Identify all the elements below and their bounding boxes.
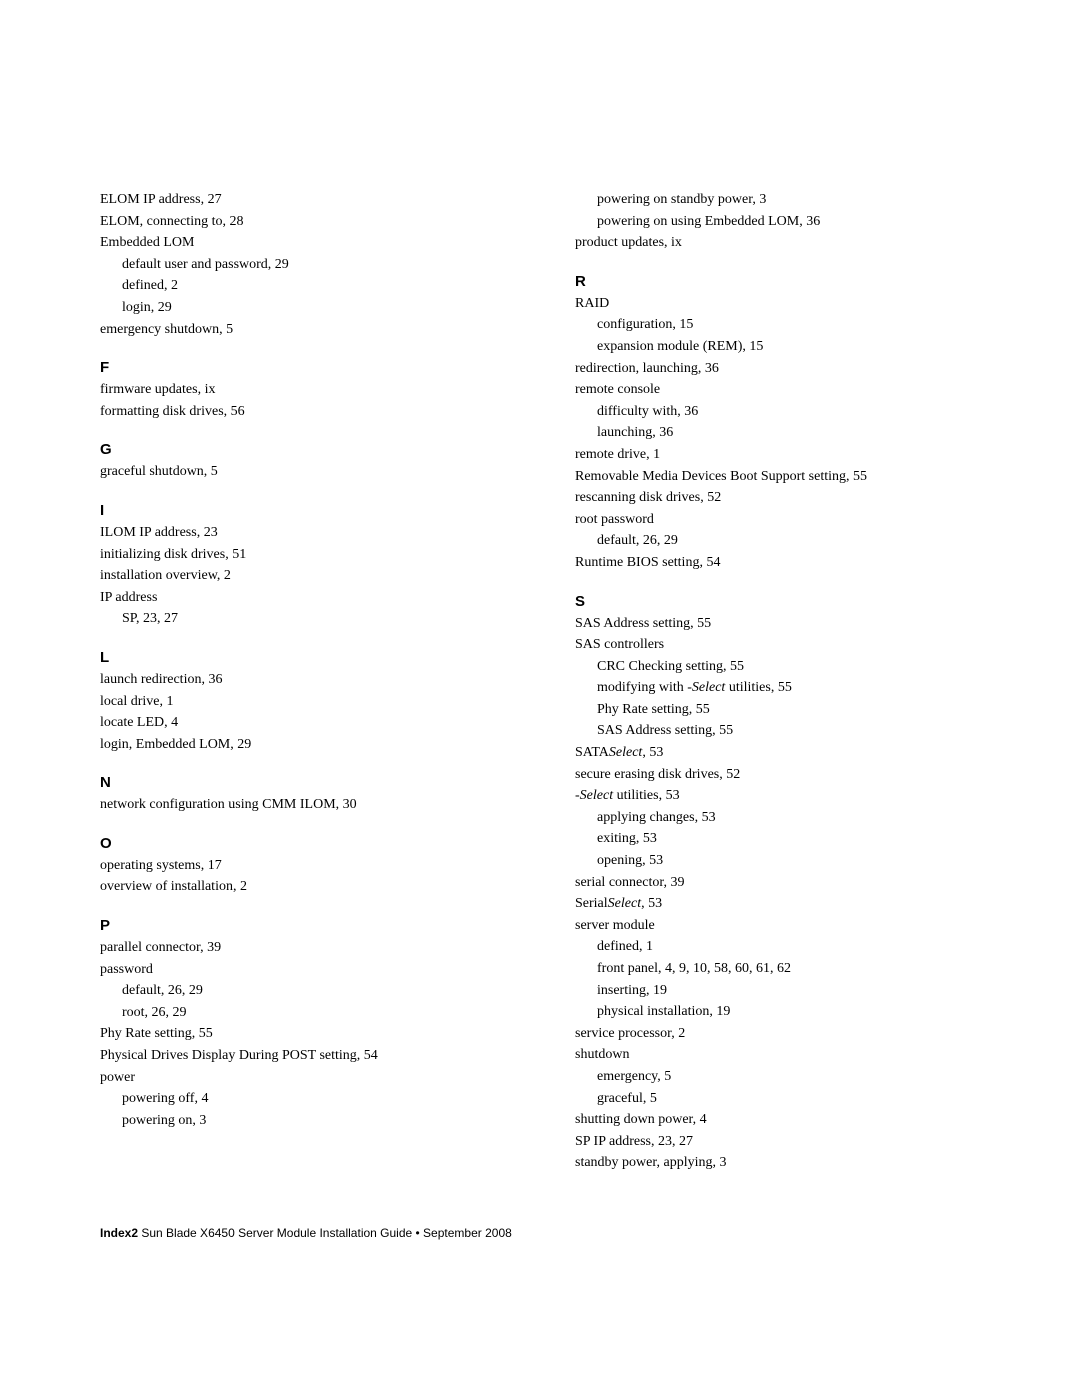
index-entry: default, 26, 29 <box>100 981 505 1001</box>
index-entry: IP address <box>100 588 505 608</box>
index-entry: SAS Address setting, 55 <box>575 721 980 741</box>
index-entry: powering off, 4 <box>100 1089 505 1109</box>
index-entry: redirection, launching, 36 <box>575 359 980 379</box>
index-entry: parallel connector, 39 <box>100 938 505 958</box>
index-entry: difficulty with, 36 <box>575 402 980 422</box>
index-entry: default user and password, 29 <box>100 255 505 275</box>
index-entry: installation overview, 2 <box>100 566 505 586</box>
index-entry: operating systems, 17 <box>100 856 505 876</box>
index-entry: CRC Checking setting, 55 <box>575 657 980 677</box>
index-entry: service processor, 2 <box>575 1024 980 1044</box>
index-entry: ELOM, connecting to, 28 <box>100 212 505 232</box>
section-letter: P <box>100 915 505 936</box>
index-entry: expansion module (REM), 15 <box>575 337 980 357</box>
index-entry: shutting down power, 4 <box>575 1110 980 1130</box>
index-entry: modifying with -Select utilities, 55 <box>575 678 980 698</box>
index-entry: powering on standby power, 3 <box>575 190 980 210</box>
index-entry: firmware updates, ix <box>100 380 505 400</box>
page-footer: Index2 Sun Blade X6450 Server Module Ins… <box>100 1225 980 1242</box>
index-entry: ELOM IP address, 27 <box>100 190 505 210</box>
index-entry: defined, 2 <box>100 276 505 296</box>
columns: ELOM IP address, 27ELOM, connecting to, … <box>100 190 980 1175</box>
section-letter: F <box>100 357 505 378</box>
index-entry: rescanning disk drives, 52 <box>575 488 980 508</box>
index-entry: graceful shutdown, 5 <box>100 462 505 482</box>
index-entry: login, Embedded LOM, 29 <box>100 735 505 755</box>
index-entry: locate LED, 4 <box>100 713 505 733</box>
index-entry: Removable Media Devices Boot Support set… <box>575 467 980 487</box>
index-entry: inserting, 19 <box>575 981 980 1001</box>
index-entry: power <box>100 1068 505 1088</box>
index-entry: powering on, 3 <box>100 1111 505 1131</box>
index-entry: local drive, 1 <box>100 692 505 712</box>
left-column: ELOM IP address, 27ELOM, connecting to, … <box>100 190 505 1175</box>
index-entry: RAID <box>575 294 980 314</box>
section-letter: I <box>100 500 505 521</box>
index-entry: product updates, ix <box>575 233 980 253</box>
index-entry: default, 26, 29 <box>575 531 980 551</box>
index-entry: standby power, applying, 3 <box>575 1153 980 1173</box>
index-entry: Runtime BIOS setting, 54 <box>575 553 980 573</box>
index-entry: root, 26, 29 <box>100 1003 505 1023</box>
index-entry: applying changes, 53 <box>575 808 980 828</box>
index-entry: configuration, 15 <box>575 315 980 335</box>
index-entry: Phy Rate setting, 55 <box>100 1024 505 1044</box>
index-entry: overview of installation, 2 <box>100 877 505 897</box>
index-entry: Embedded LOM <box>100 233 505 253</box>
footer-page-label: Index2 <box>100 1226 138 1240</box>
index-entry: remote console <box>575 380 980 400</box>
index-entry: network configuration using CMM ILOM, 30 <box>100 795 505 815</box>
index-entry: exiting, 53 <box>575 829 980 849</box>
index-entry: SP IP address, 23, 27 <box>575 1132 980 1152</box>
index-entry: launch redirection, 36 <box>100 670 505 690</box>
index-entry: Physical Drives Display During POST sett… <box>100 1046 505 1066</box>
index-entry: powering on using Embedded LOM, 36 <box>575 212 980 232</box>
index-entry: password <box>100 960 505 980</box>
index-entry: emergency, 5 <box>575 1067 980 1087</box>
index-entry: formatting disk drives, 56 <box>100 402 505 422</box>
index-entry: defined, 1 <box>575 937 980 957</box>
section-letter: O <box>100 833 505 854</box>
index-entry: SP, 23, 27 <box>100 609 505 629</box>
section-letter: S <box>575 591 980 612</box>
index-entry: launching, 36 <box>575 423 980 443</box>
index-entry: root password <box>575 510 980 530</box>
index-entry: server module <box>575 916 980 936</box>
section-letter: N <box>100 772 505 793</box>
index-entry: Phy Rate setting, 55 <box>575 700 980 720</box>
index-entry: SAS controllers <box>575 635 980 655</box>
index-entry: emergency shutdown, 5 <box>100 320 505 340</box>
index-entry: ILOM IP address, 23 <box>100 523 505 543</box>
index-entry: serial connector, 39 <box>575 873 980 893</box>
section-letter: R <box>575 271 980 292</box>
index-entry: -Select utilities, 53 <box>575 786 980 806</box>
index-entry: initializing disk drives, 51 <box>100 545 505 565</box>
index-entry: opening, 53 <box>575 851 980 871</box>
index-entry: shutdown <box>575 1045 980 1065</box>
index-page: ELOM IP address, 27ELOM, connecting to, … <box>0 0 1080 1302</box>
section-letter: G <box>100 439 505 460</box>
index-entry: remote drive, 1 <box>575 445 980 465</box>
index-entry: secure erasing disk drives, 52 <box>575 765 980 785</box>
footer-title: Sun Blade X6450 Server Module Installati… <box>138 1226 512 1240</box>
right-column: powering on standby power, 3powering on … <box>575 190 980 1175</box>
index-entry: SerialSelect, 53 <box>575 894 980 914</box>
index-entry: front panel, 4, 9, 10, 58, 60, 61, 62 <box>575 959 980 979</box>
index-entry: physical installation, 19 <box>575 1002 980 1022</box>
index-entry: SAS Address setting, 55 <box>575 614 980 634</box>
section-letter: L <box>100 647 505 668</box>
index-entry: SATASelect, 53 <box>575 743 980 763</box>
index-entry: login, 29 <box>100 298 505 318</box>
index-entry: graceful, 5 <box>575 1089 980 1109</box>
